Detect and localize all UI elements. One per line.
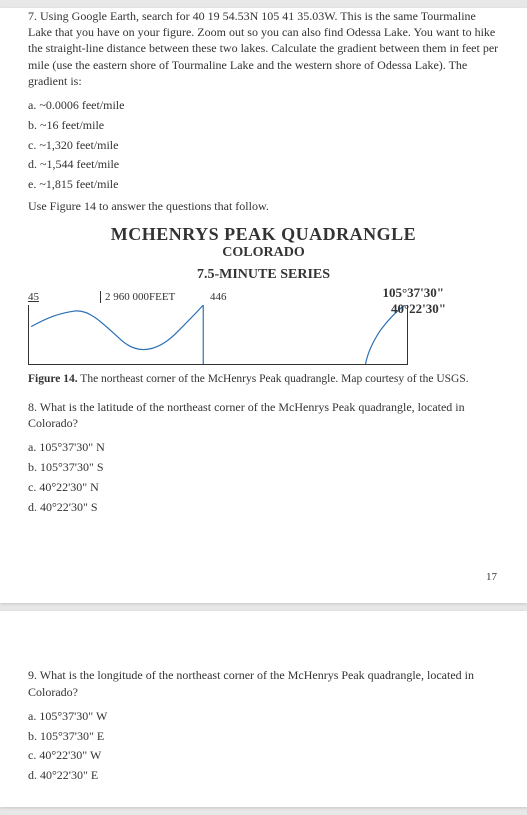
- chart-top-labels: 45 2 960 000FEET 446 105°37'30" 40°22'30…: [28, 291, 408, 305]
- figure-title-main: MCHENRYS PEAK QUADRANGLE: [28, 224, 499, 245]
- q9-option-a: a. 105°37'30" W: [28, 708, 499, 725]
- q7-option-e: e. ~1,815 feet/mile: [28, 176, 499, 193]
- caption-rest: The northeast corner of the McHenrys Pea…: [78, 373, 469, 385]
- longitude-label: 105°37'30": [382, 285, 444, 301]
- q8-option-a: a. 105°37'30" N: [28, 439, 499, 456]
- figure-title-block: MCHENRYS PEAK QUADRANGLE COLORADO 7.5-MI…: [28, 224, 499, 283]
- tick-46: 446: [210, 291, 227, 303]
- q9-option-d: d. 40°22'30" E: [28, 767, 499, 784]
- figure-chart: 45 2 960 000FEET 446 105°37'30" 40°22'30…: [28, 291, 408, 369]
- figure-caption: Figure 14. The northeast corner of the M…: [28, 373, 499, 385]
- latitude-label: 40°22'30": [391, 301, 446, 317]
- scale-label: 2 960 000FEET: [100, 291, 175, 303]
- q8-option-b: b. 105°37'30" S: [28, 459, 499, 476]
- page-1: 7. Using Google Earth, search for 40 19 …: [0, 8, 527, 603]
- caption-bold: Figure 14.: [28, 373, 78, 385]
- figure-series: 7.5-MINUTE SERIES: [28, 267, 499, 283]
- question-9: 9. What is the longitude of the northeas…: [28, 667, 499, 784]
- question-8: 8. What is the latitude of the northeast…: [28, 399, 499, 516]
- q7-option-a: a. ~0.0006 feet/mile: [28, 97, 499, 114]
- tick-45: 45: [28, 291, 39, 303]
- q8-option-c: c. 40°22'30" N: [28, 479, 499, 496]
- q7-option-c: c. ~1,320 feet/mile: [28, 137, 499, 154]
- q9-text: 9. What is the longitude of the northeas…: [28, 667, 499, 699]
- figure-title-sub: COLORADO: [28, 245, 499, 261]
- question-7: 7. Using Google Earth, search for 40 19 …: [28, 8, 499, 193]
- page-2: 9. What is the longitude of the northeas…: [0, 611, 527, 807]
- q7-option-d: d. ~1,544 feet/mile: [28, 156, 499, 173]
- q7-option-b: b. ~16 feet/mile: [28, 117, 499, 134]
- q8-option-d: d. 40°22'30" S: [28, 499, 499, 516]
- q8-text: 8. What is the latitude of the northeast…: [28, 399, 499, 431]
- q9-option-b: b. 105°37'30" E: [28, 728, 499, 745]
- contour-path: [31, 305, 405, 364]
- figure-instruction: Use Figure 14 to answer the questions th…: [28, 199, 499, 214]
- q9-option-c: c. 40°22'30" W: [28, 747, 499, 764]
- contour-chart-svg: [28, 305, 408, 365]
- page-number: 17: [28, 571, 499, 583]
- q7-text: 7. Using Google Earth, search for 40 19 …: [28, 8, 499, 89]
